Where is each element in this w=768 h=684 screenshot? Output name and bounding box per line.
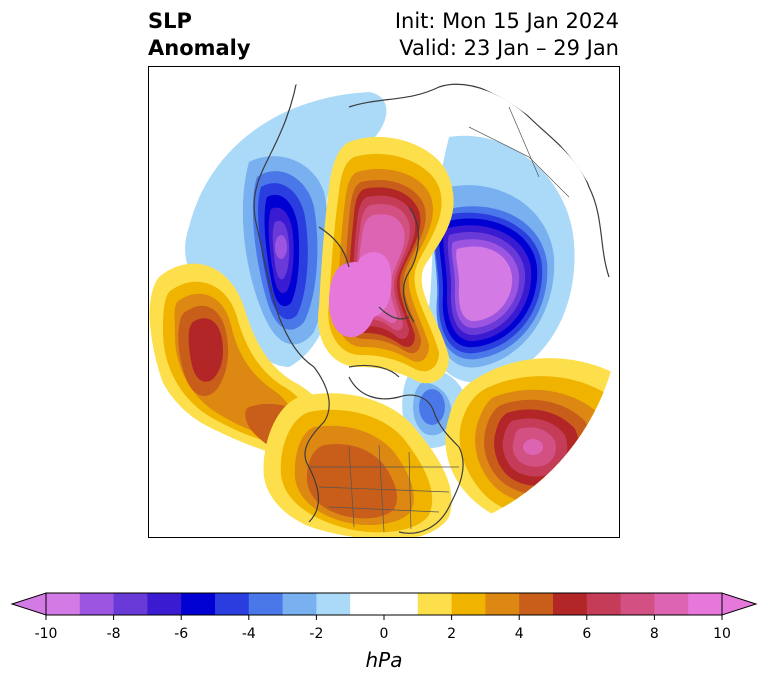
colorbar-bin-4 — [181, 593, 216, 615]
colorbar-bin-5 — [215, 593, 250, 615]
colorbar-tick-label: 6 — [582, 626, 592, 642]
colorbar-tick-label: 0 — [379, 626, 389, 642]
coastlines — [253, 67, 610, 534]
valid-range: Valid: 23 Jan – 29 Jan — [399, 36, 619, 60]
colorbar-bin-3 — [147, 593, 182, 615]
colorbar — [10, 592, 758, 620]
political-borders — [309, 106, 590, 533]
title-line-1: SLP — [148, 9, 192, 33]
anomaly-fields — [149, 67, 619, 537]
colorbar-unit: hPa — [365, 648, 403, 672]
colorbar-bin-12 — [485, 593, 520, 615]
colorbar-tick-label: -8 — [106, 626, 121, 642]
colorbar-bin-10 — [417, 593, 453, 615]
colorbar-extend-low — [10, 592, 47, 616]
colorbar-bin-9 — [350, 593, 419, 615]
map-title: SLP Anomaly — [148, 8, 251, 62]
colorbar-bin-16 — [620, 593, 655, 615]
colorbar-bin-7 — [282, 593, 317, 615]
colorbar-bin-11 — [451, 593, 486, 615]
slp-anomaly-map — [149, 67, 619, 537]
colorbar-tick-label: 2 — [447, 626, 457, 642]
anomaly-arctic-high — [318, 136, 454, 384]
colorbar-bin-17 — [654, 593, 689, 615]
colorbar-bin-6 — [248, 593, 284, 615]
colorbar-bin-8 — [316, 593, 351, 615]
colorbar-bin-14 — [553, 593, 588, 615]
map-panel — [148, 66, 620, 538]
colorbar-bin-1 — [79, 593, 115, 615]
colorbar-tick-label: -10 — [34, 626, 58, 642]
colorbar-bin-0 — [46, 593, 81, 615]
colorbar-tick-label: 4 — [514, 626, 524, 642]
colorbar-tick-label: -4 — [241, 626, 256, 642]
anomaly-siberia-low — [428, 135, 575, 383]
colorbar-bins — [46, 593, 723, 615]
init-date: Init: Mon 15 Jan 2024 — [394, 9, 619, 33]
colorbar-extend-high — [721, 592, 758, 616]
title-line-2: Anomaly — [148, 36, 251, 60]
colorbar-tick-label: -6 — [174, 626, 189, 642]
colorbar-bin-13 — [519, 593, 554, 615]
colorbar-bin-15 — [586, 593, 622, 615]
map-valid-period: Init: Mon 15 Jan 2024 Valid: 23 Jan – 29… — [395, 8, 619, 62]
colorbar-bin-2 — [113, 593, 148, 615]
colorbar-ticks — [45, 615, 723, 620]
colorbar-bin-18 — [688, 593, 723, 615]
colorbar-tick-label: -2 — [309, 626, 324, 642]
colorbar-tick-label: 10 — [713, 626, 731, 642]
colorbar-tick-label: 8 — [649, 626, 659, 642]
